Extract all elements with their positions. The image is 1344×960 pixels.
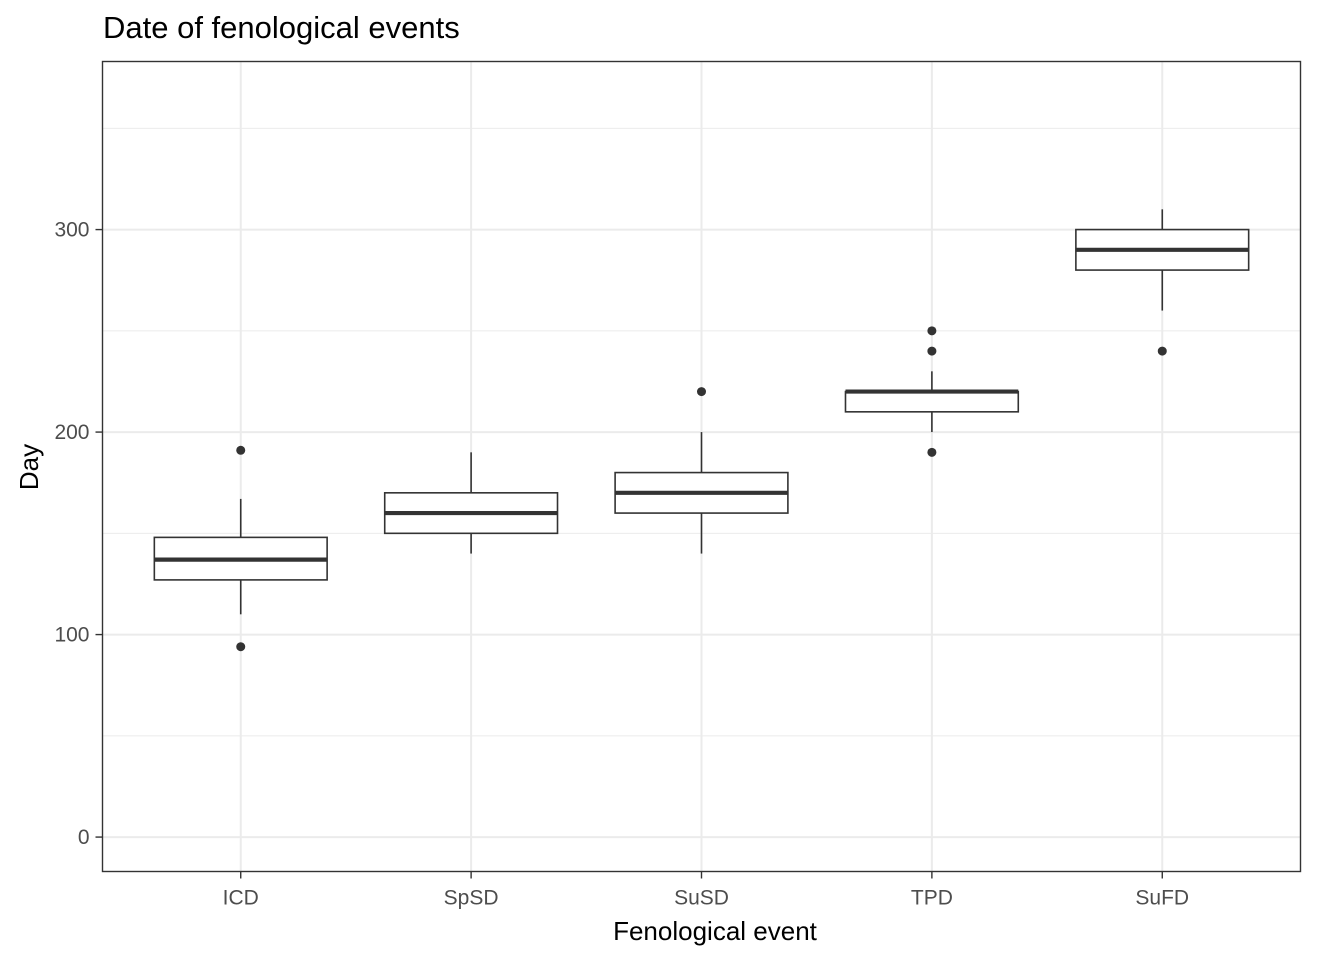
outlier-point	[697, 387, 706, 397]
x-tick-label: ICD	[223, 887, 259, 910]
outlier-point	[1157, 346, 1167, 356]
box-rect	[844, 390, 1020, 413]
x-tick-label: TPD	[911, 887, 953, 910]
y-tick-label: 0	[78, 826, 90, 849]
outlier-point	[236, 445, 246, 455]
box-sufd	[1075, 209, 1250, 356]
box-icd	[153, 445, 328, 652]
outlier-point	[927, 326, 937, 336]
y-tick-label: 100	[54, 624, 89, 647]
box-layer	[153, 209, 1250, 652]
box-tpd	[844, 326, 1020, 457]
axis-layer: 0 100 200 300 ICD SpSD SuSD TPD SuFD	[54, 219, 1189, 910]
y-axis-title: Day	[14, 444, 44, 490]
outlier-point	[927, 447, 937, 457]
box-spsd	[383, 452, 559, 554]
x-tick-label: SuFD	[1135, 887, 1189, 910]
y-tick-label: 300	[54, 219, 89, 242]
box-susd	[614, 387, 789, 554]
x-tick-label: SpSD	[444, 887, 499, 910]
chart-title: Date of fenological events	[103, 10, 460, 45]
outlier-point	[927, 346, 937, 356]
y-tick-label: 200	[54, 421, 89, 444]
x-axis-title: Fenological event	[613, 916, 818, 946]
outlier-point	[236, 642, 246, 652]
x-tick-label: SuSD	[674, 887, 729, 910]
